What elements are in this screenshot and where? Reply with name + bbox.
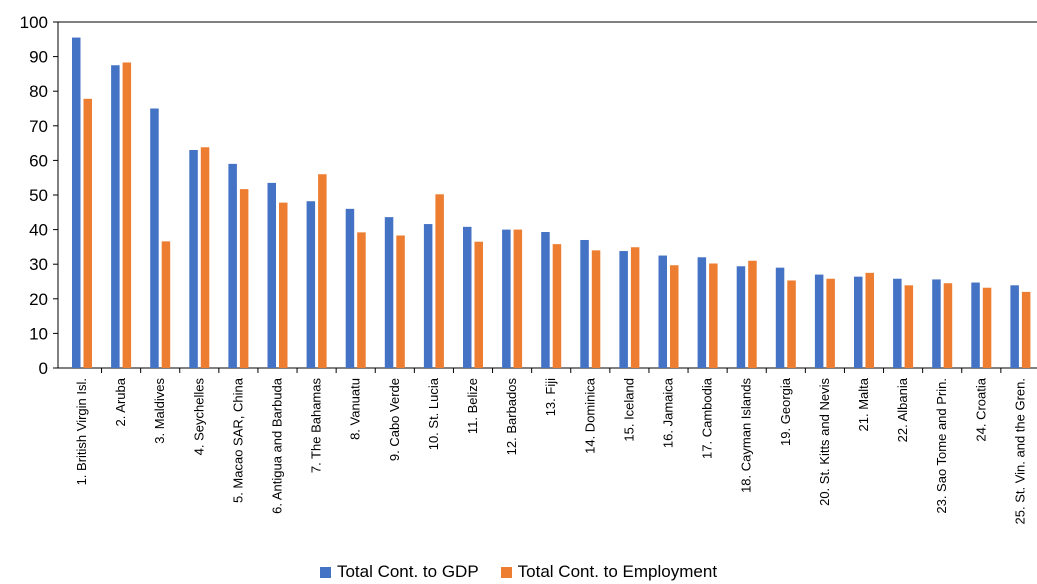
bar-gdp-22 <box>893 278 902 368</box>
bar-employment-15 <box>630 247 640 368</box>
bar-employment-25 <box>1021 291 1031 368</box>
x-tick-label-18: 18. Cayman Islands <box>739 378 754 493</box>
bar-gdp-4 <box>189 150 198 368</box>
y-tick-label-8: 80 <box>29 82 48 101</box>
bar-gdp-17 <box>697 257 707 368</box>
bar-employment-10 <box>435 194 444 368</box>
bar-gdp-16 <box>658 255 667 368</box>
x-tick-label-9: 9. Cabo Verde <box>387 378 402 461</box>
chart-svg: 0 10 20 30 40 50 60 70 80 90 100 1. British Virgin … <box>20 13 1037 524</box>
legend-item-employment: Total Cont. to Employment <box>500 562 718 582</box>
bar-employment-17 <box>709 263 718 368</box>
bar-employment-5 <box>239 189 249 368</box>
bar-employment-11 <box>474 241 483 368</box>
x-tick-label-10: 10. St. Lucia <box>426 377 441 450</box>
legend-label-gdp: Total Cont. to GDP <box>336 562 479 581</box>
bar-gdp-11 <box>463 226 472 368</box>
x-tick-label-5: 5. Macao SAR, China <box>230 377 245 503</box>
bar-employment-2 <box>122 62 132 369</box>
x-tick-label-1: 1. British Virgin Isl. <box>74 378 89 485</box>
bar-employment-21 <box>865 272 874 368</box>
bar-gdp-8 <box>345 208 355 368</box>
x-tick-label-7: 7. The Bahamas <box>309 378 324 474</box>
y-tick-label-3: 30 <box>29 255 48 274</box>
legend: Total Cont. to GDP Total Cont. to Employ… <box>0 560 1037 584</box>
bar-gdp-12 <box>502 229 511 368</box>
bar-gdp-19 <box>775 267 785 368</box>
bar-gdp-1 <box>72 37 81 368</box>
legend-label-employment: Total Cont. to Employment <box>517 562 718 581</box>
bar-employment-19 <box>787 280 796 368</box>
x-tick-label-16: 16. Jamaica <box>661 377 676 448</box>
x-tick-label-24: 24. Croatia <box>973 377 988 441</box>
x-tick-label-20: 20. St. Kitts and Nevis <box>817 378 832 506</box>
bar-employment-22 <box>904 285 914 368</box>
x-tick-label-2: 2. Aruba <box>113 377 128 426</box>
bar-employment-23 <box>943 283 953 368</box>
y-tick-label-4: 40 <box>29 221 48 240</box>
y-tick-label-7: 70 <box>29 117 48 136</box>
y-tick-label-9: 90 <box>29 48 48 67</box>
bar-employment-12 <box>513 229 523 368</box>
x-tick-label-8: 8. Vanuatu <box>348 378 363 440</box>
x-tick-label-13: 13. Fiji <box>543 378 558 416</box>
bar-gdp-21 <box>854 276 863 368</box>
bar-employment-1 <box>83 98 92 368</box>
y-tick-label-0: 0 <box>39 359 48 378</box>
x-tick-label-6: 6. Antigua and Barbuda <box>270 377 285 514</box>
bar-gdp-7 <box>306 201 316 368</box>
x-tick-label-17: 17. Cambodia <box>700 377 715 459</box>
x-tick-label-21: 21. Malta <box>856 377 871 431</box>
x-tick-label-11: 11. Belize <box>465 378 480 434</box>
legend-swatch-employment <box>500 566 512 578</box>
bar-gdp-24 <box>971 282 980 368</box>
y-tick-label-6: 60 <box>29 151 48 170</box>
bar-employment-6 <box>279 202 288 368</box>
bar-employment-18 <box>748 260 757 368</box>
x-tick-label-23: 23. Sao Tome and Prin. <box>934 378 949 514</box>
bar-gdp-10 <box>423 224 433 368</box>
bar-gdp-13 <box>541 232 550 368</box>
bar-gdp-9 <box>384 217 394 368</box>
bar-gdp-23 <box>932 279 941 368</box>
legend-item-gdp: Total Cont. to GDP <box>319 562 479 582</box>
bar-employment-9 <box>396 235 405 368</box>
y-tick-label-1: 10 <box>29 324 48 343</box>
y-tick-label-2: 20 <box>29 290 48 309</box>
bar-gdp-6 <box>267 182 276 368</box>
bar-employment-4 <box>200 147 210 368</box>
bar-employment-20 <box>826 278 835 368</box>
bar-gdp-15 <box>619 251 628 368</box>
bar-gdp-2 <box>111 65 120 368</box>
bar-gdp-5 <box>228 163 237 368</box>
x-tick-label-19: 19. Georgia <box>778 377 793 446</box>
x-tick-label-14: 14. Dominica <box>582 377 597 454</box>
bar-employment-8 <box>357 232 366 368</box>
bar-gdp-25 <box>1010 285 1019 368</box>
bar-gdp-20 <box>814 274 824 368</box>
bar-employment-14 <box>591 250 601 368</box>
bar-employment-16 <box>670 265 679 368</box>
bar-employment-3 <box>161 241 171 368</box>
x-tick-label-22: 22. Albania <box>895 377 910 442</box>
bar-gdp-3 <box>150 108 159 368</box>
x-tick-label-3: 3. Maldives <box>152 378 167 444</box>
x-tick-label-25: 25. St. Vin. and the Gren. <box>1012 378 1027 524</box>
bar-employment-13 <box>552 244 562 368</box>
y-tick-label-10: 100 <box>20 13 48 32</box>
legend-swatch-gdp <box>319 566 331 578</box>
y-tick-label-5: 50 <box>29 186 48 205</box>
bar-employment-24 <box>982 287 992 368</box>
x-tick-label-15: 15. Iceland <box>621 378 636 442</box>
bar-employment-7 <box>318 174 327 368</box>
x-tick-label-4: 4. Seychelles <box>191 378 206 456</box>
bar-gdp-14 <box>580 239 589 368</box>
x-tick-label-12: 12. Barbados <box>504 378 519 456</box>
bar-gdp-18 <box>736 266 746 368</box>
